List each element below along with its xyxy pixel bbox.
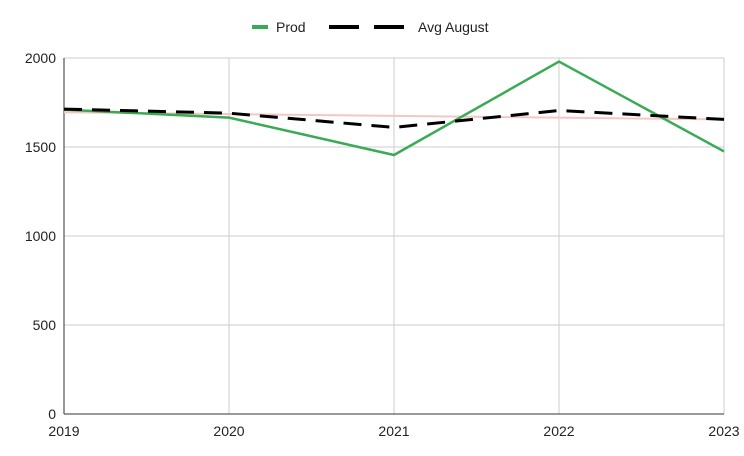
x-tick-label: 2022 (543, 423, 574, 439)
trendline-series (63, 111, 725, 121)
x-tick-label: 2019 (48, 423, 79, 439)
legend: Prod Avg August (252, 19, 489, 35)
y-tick-label: 1000 (25, 228, 56, 244)
legend-label: Prod (276, 19, 306, 35)
y-tick-label: 1500 (25, 139, 56, 155)
x-tick-label: 2021 (378, 423, 409, 439)
x-tick-label: 2023 (708, 423, 739, 439)
y-tick-label: 0 (48, 406, 56, 422)
axes (63, 58, 724, 415)
series-layer (63, 60, 725, 157)
x-tick-label: 2020 (213, 423, 244, 439)
y-tick-label: 2000 (25, 50, 56, 66)
series-line-prod (63, 60, 725, 157)
legend-label: Avg August (418, 19, 489, 35)
tick-labels: 0 500 1000 1500 2000 2019 2020 2021 2022 2023 (25, 50, 740, 439)
y-tick-label: 500 (33, 317, 57, 333)
